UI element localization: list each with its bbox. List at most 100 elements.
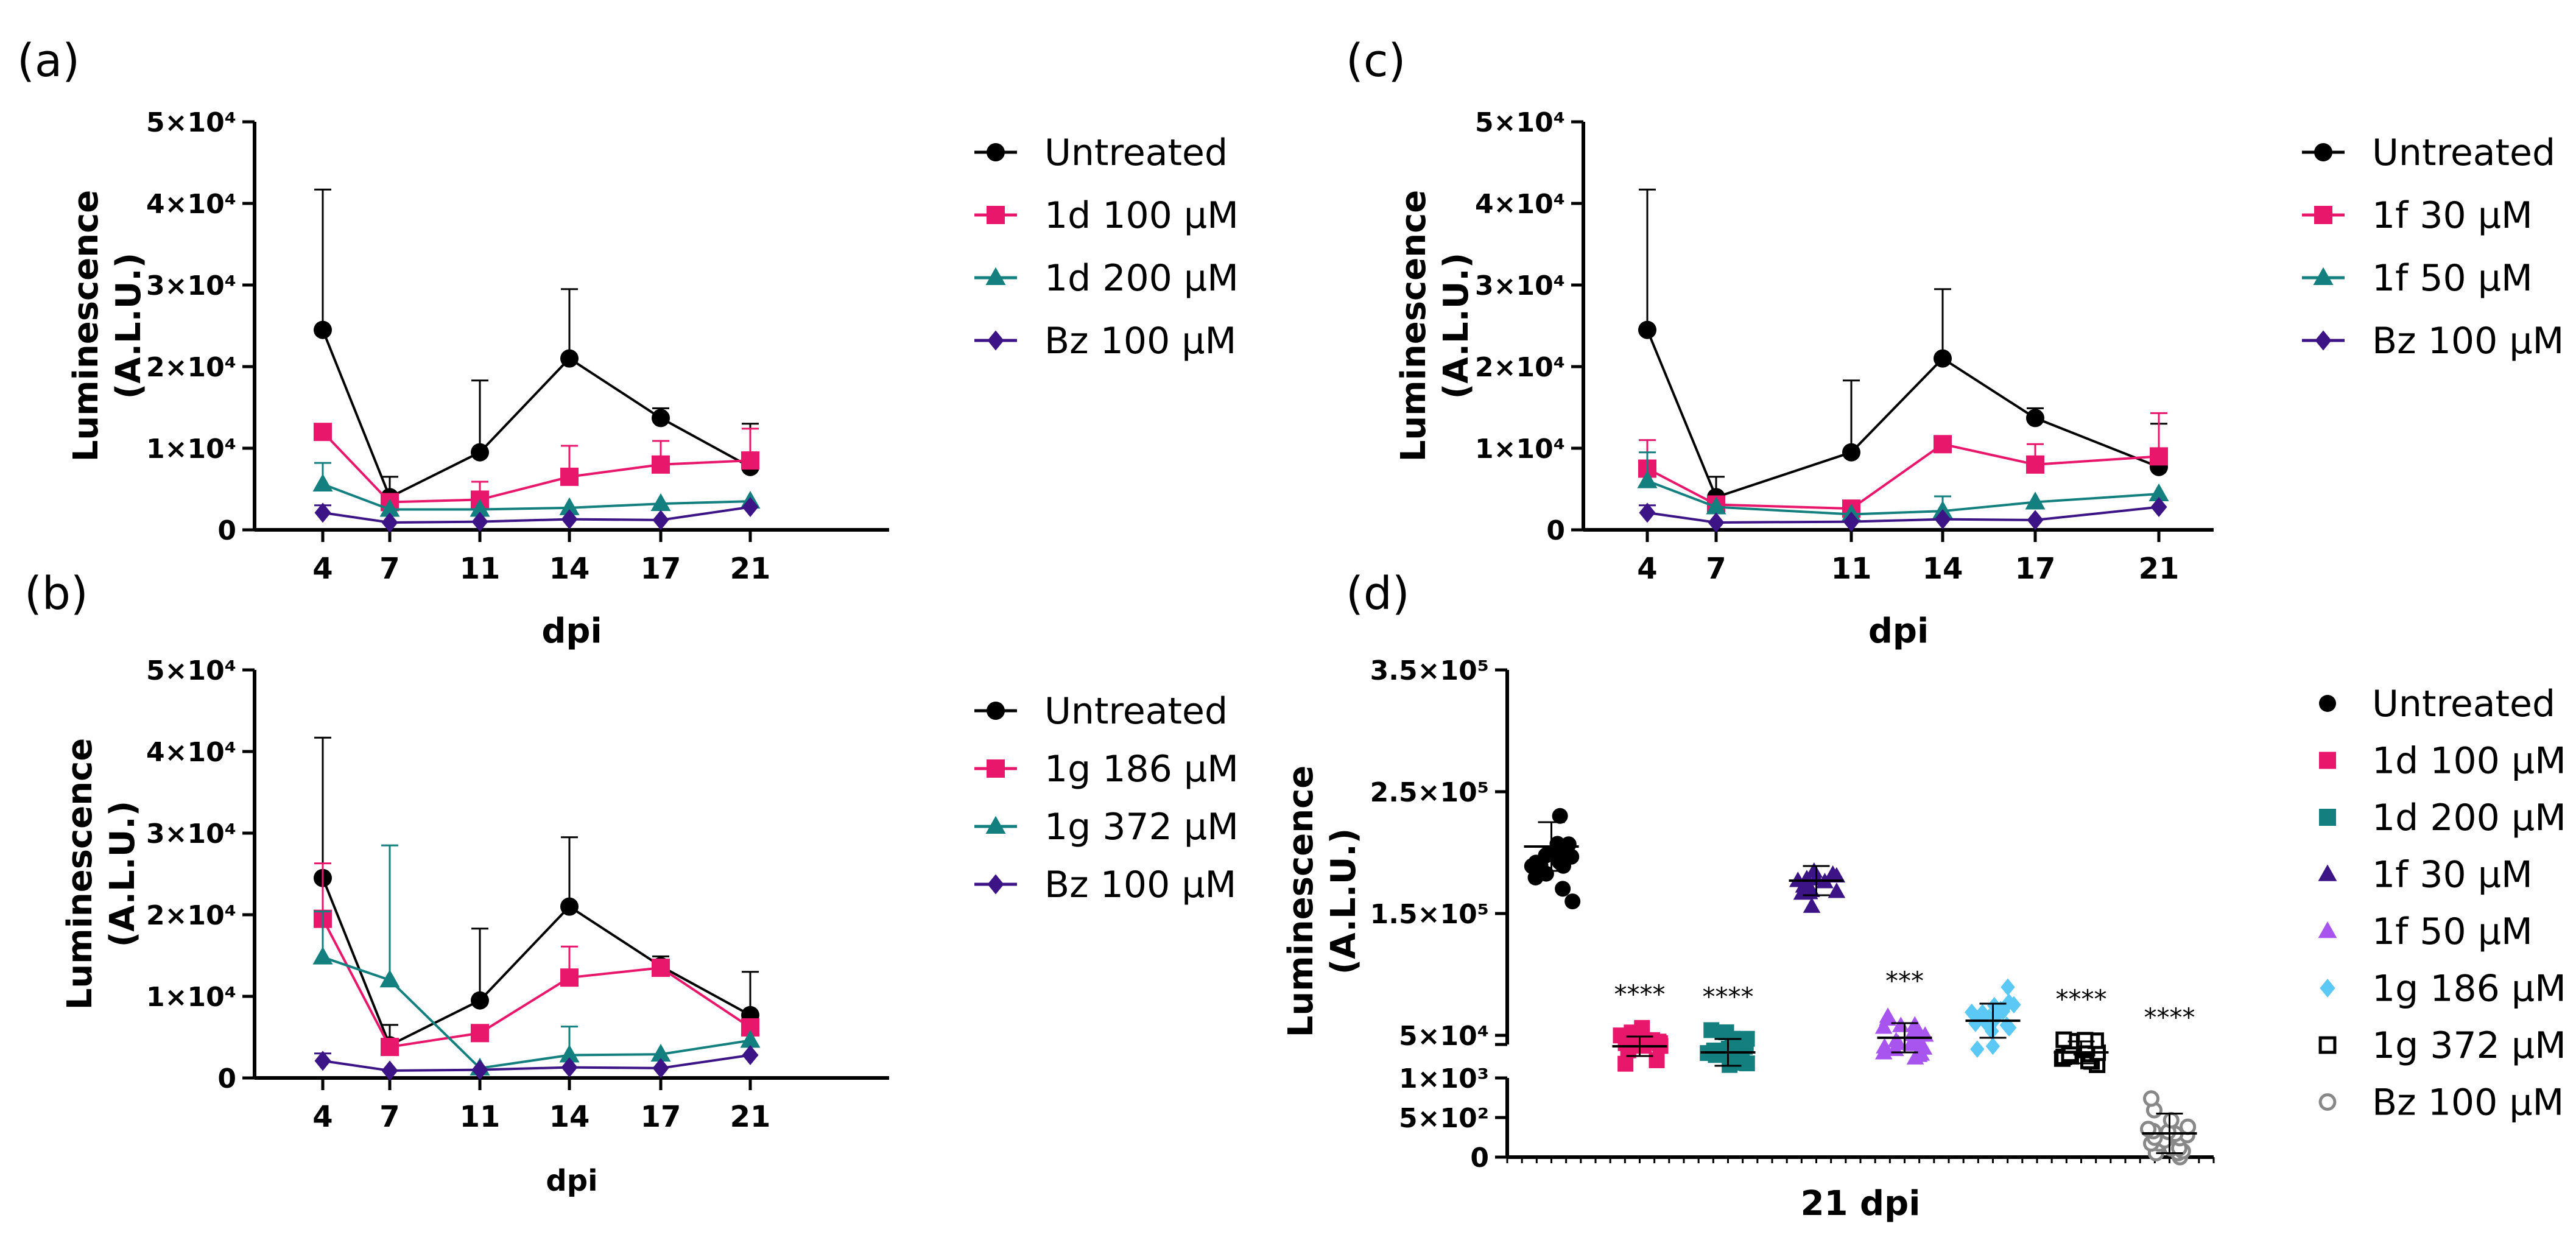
data-point bbox=[1564, 893, 1581, 910]
data-point bbox=[2150, 496, 2167, 517]
x-axis-title: dpi bbox=[546, 1164, 597, 1198]
x-tick-label: 17 bbox=[641, 1100, 681, 1134]
data-point bbox=[2026, 455, 2044, 474]
x-tick-label: 14 bbox=[1923, 552, 1963, 586]
data-point bbox=[652, 510, 669, 530]
x-tick-label: 7 bbox=[1706, 552, 1726, 586]
legend-marker bbox=[2319, 752, 2336, 769]
x-tick-label: 21 bbox=[2139, 552, 2180, 586]
legend-marker bbox=[985, 815, 1006, 834]
significance-label: *** bbox=[1885, 966, 1924, 996]
series-2 bbox=[312, 462, 761, 517]
data-point bbox=[470, 499, 490, 517]
data-point bbox=[1975, 1004, 1990, 1022]
series-line bbox=[322, 877, 751, 1048]
data-point bbox=[1739, 1030, 1755, 1047]
y-tick-label: 3.5×10⁵ bbox=[1370, 655, 1489, 686]
legend-marker bbox=[2315, 330, 2332, 351]
y-tick-label: 2×10⁴ bbox=[1475, 352, 1565, 383]
data-point bbox=[560, 968, 579, 987]
data-point bbox=[561, 509, 578, 530]
x-tick-label: 14 bbox=[549, 552, 590, 586]
x-tick-label: 4 bbox=[312, 1100, 333, 1134]
series-line bbox=[322, 431, 751, 504]
panel-label: (a) bbox=[17, 35, 80, 87]
legend-label: 1f 30 μM bbox=[2372, 854, 2533, 896]
panel-b: (b) 0 1×10⁴ 2×10⁴ 3×10⁴ 4×10⁴ 5×10⁴ 4 7 11 14 17 21 d… bbox=[24, 568, 1239, 1198]
data-point bbox=[2055, 1031, 2072, 1048]
legend-marker bbox=[987, 206, 1005, 224]
data-point bbox=[2142, 1090, 2160, 1107]
group-1: **** bbox=[1612, 979, 1669, 1072]
data-point bbox=[1985, 1037, 2001, 1055]
data-point bbox=[2001, 978, 2015, 996]
data-point bbox=[471, 1060, 488, 1080]
data-point bbox=[1980, 1015, 1994, 1033]
significance-label: **** bbox=[2056, 984, 2107, 1014]
data-point bbox=[1718, 1024, 1734, 1041]
data-point bbox=[312, 473, 333, 491]
data-point bbox=[560, 467, 579, 486]
y-axis-title-line1: Luminescence bbox=[1394, 190, 1434, 462]
y-tick-label: 3×10⁴ bbox=[146, 270, 236, 301]
legend-label: 1f 50 μM bbox=[2372, 910, 2533, 953]
data-point bbox=[1999, 1016, 2015, 1034]
series-3 bbox=[314, 1044, 759, 1081]
y-tick-label: 0 bbox=[217, 1063, 236, 1094]
y-tick-label: 5×10⁴ bbox=[1399, 1021, 1489, 1052]
data-point bbox=[2163, 1111, 2180, 1129]
legend-marker bbox=[2318, 1093, 2337, 1111]
series-line bbox=[322, 956, 751, 1070]
legend-label: 1d 200 μM bbox=[1044, 257, 1239, 300]
legend-label: 1d 200 μM bbox=[2372, 797, 2566, 839]
data-point bbox=[314, 423, 332, 442]
legend-label: Bz 100 μM bbox=[1044, 320, 1236, 362]
data-point bbox=[471, 1024, 489, 1043]
legend-label: 1g 372 μM bbox=[2372, 1024, 2566, 1067]
data-point bbox=[1555, 881, 1571, 897]
y-axis-title-line2: (A.L.U.) bbox=[1324, 828, 1364, 975]
data-point bbox=[2026, 409, 2044, 428]
data-point bbox=[560, 349, 579, 368]
data-point bbox=[2002, 993, 2016, 1011]
data-point bbox=[1617, 1055, 1634, 1072]
legend-marker bbox=[987, 143, 1005, 161]
y-tick-label: 4×10⁴ bbox=[146, 737, 236, 768]
legend-label: Untreated bbox=[1044, 690, 1228, 733]
series-line bbox=[1646, 329, 2159, 499]
legend-marker bbox=[2318, 921, 2337, 938]
data-point bbox=[740, 1030, 761, 1048]
y-tick-label: 5×10⁴ bbox=[146, 107, 236, 138]
data-point bbox=[1803, 897, 1821, 913]
legend-marker bbox=[987, 702, 1005, 720]
y-axis-title-line1: Luminescence bbox=[1281, 766, 1321, 1038]
x-tick-label: 11 bbox=[1831, 552, 1872, 586]
data-point bbox=[559, 497, 580, 515]
x-tick-label: 11 bbox=[460, 552, 501, 586]
y-tick-label: 0 bbox=[1546, 515, 1565, 546]
y-tick-label: 1.5×10⁵ bbox=[1370, 899, 1489, 930]
x-tick-label: 17 bbox=[2015, 552, 2056, 586]
x-tick-label: 17 bbox=[641, 552, 681, 586]
y-tick-label: 3×10⁴ bbox=[146, 819, 236, 850]
legend-marker bbox=[987, 874, 1004, 895]
data-point bbox=[1934, 435, 1952, 454]
legend-label: Bz 100 μM bbox=[2372, 320, 2564, 362]
series-3 bbox=[314, 496, 759, 533]
data-point bbox=[1703, 1022, 1720, 1038]
data-point bbox=[1843, 512, 1860, 532]
x-axis-title: dpi bbox=[1868, 611, 1929, 651]
group-3 bbox=[1789, 862, 1846, 913]
data-point bbox=[1879, 1007, 1897, 1023]
series-line bbox=[322, 918, 751, 1049]
panel-a: (a) 0 1×10⁴ 2×10⁴ 3×10⁴ 4×10⁴ 5×10⁴ 4 7 11 14 17 21 d… bbox=[17, 35, 1239, 651]
x-tick-label: 4 bbox=[312, 552, 333, 586]
legend-label: 1f 30 μM bbox=[2372, 194, 2533, 237]
legend-label: Untreated bbox=[2372, 132, 2555, 174]
x-tick-label: 14 bbox=[549, 1100, 590, 1134]
y-axis-title-line2: (A.L.U.) bbox=[103, 801, 143, 948]
panel-label: (d) bbox=[1346, 568, 1410, 620]
data-point bbox=[2025, 491, 2046, 510]
x-tick-label: 7 bbox=[379, 1100, 399, 1134]
